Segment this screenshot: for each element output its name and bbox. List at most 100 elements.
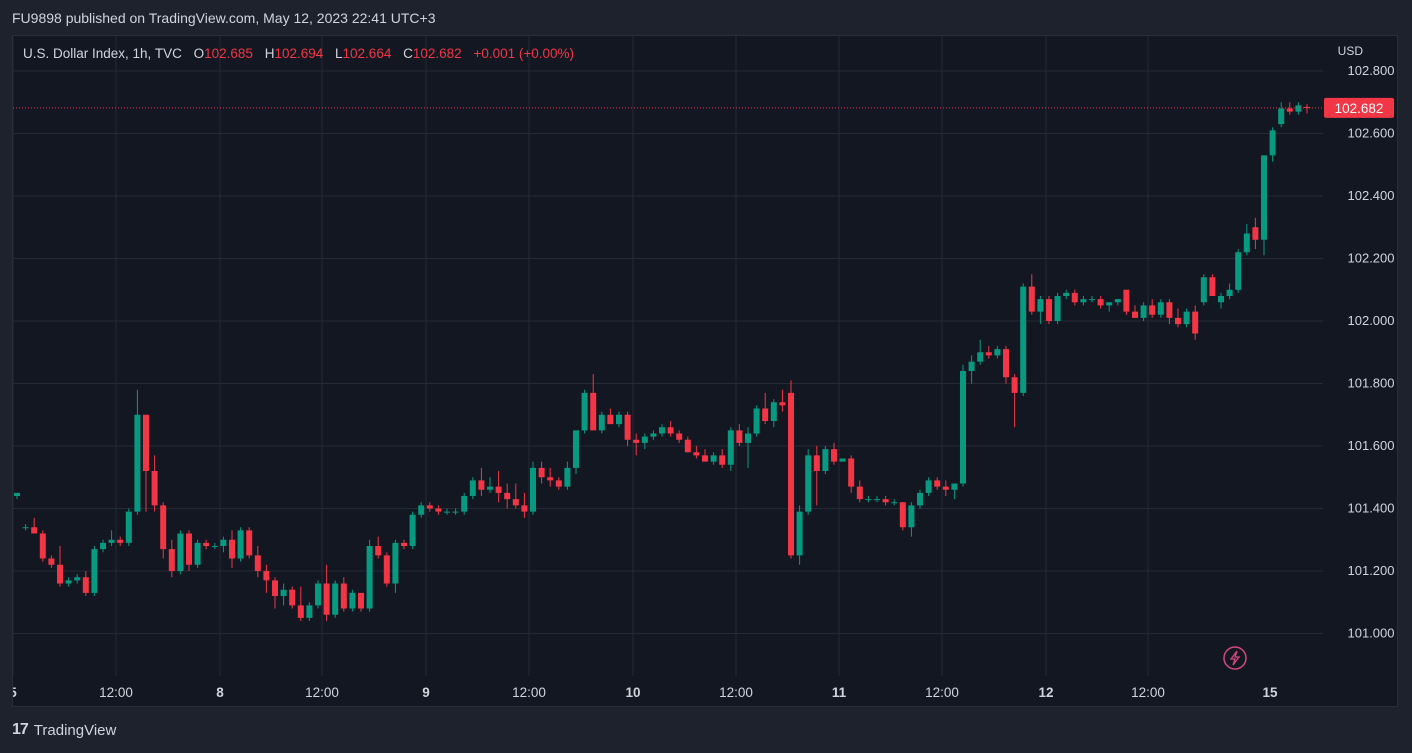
candle-body <box>1183 311 1190 325</box>
candle-body <box>1080 299 1087 303</box>
candle <box>211 542 218 550</box>
candle-body <box>770 402 777 421</box>
candle-body <box>74 577 81 581</box>
chart-panel[interactable]: 102.800 102.600 102.400 102.200 102.000 101.8… <box>12 35 1398 707</box>
candle-body <box>684 439 691 453</box>
candle-body <box>641 436 648 443</box>
candle <box>426 502 433 512</box>
candle <box>151 455 158 512</box>
candle <box>1089 296 1095 303</box>
flash-icon[interactable] <box>1223 646 1247 670</box>
price-chart[interactable]: 102.800 102.600 102.400 102.200 102.000 101.8… <box>13 36 1398 707</box>
candle-body <box>186 533 192 565</box>
candle-body <box>160 505 167 550</box>
footer-brand[interactable]: TradingView <box>33 721 117 739</box>
candle-body <box>968 361 975 371</box>
axis-layer: 102.800 102.600 102.400 102.200 102.000 101.8… <box>13 63 1395 700</box>
candle <box>1020 283 1027 396</box>
x-tick-label: 5 <box>13 685 17 700</box>
candle-body <box>1175 317 1181 325</box>
candle <box>865 496 872 503</box>
candle-body <box>220 539 227 546</box>
y-tick-label: 102.800 <box>1348 63 1395 78</box>
low-label: L <box>335 46 343 61</box>
candle-body <box>349 592 356 609</box>
x-tick-label: 12:00 <box>719 685 753 700</box>
open-value: 102.685 <box>204 46 253 61</box>
candle-body <box>1149 305 1156 315</box>
candle-body <box>788 392 794 556</box>
candle-body <box>1200 277 1207 303</box>
last-price-badge <box>1324 97 1394 118</box>
candle <box>1218 292 1224 309</box>
candle <box>280 583 287 606</box>
candle <box>994 346 1001 359</box>
candle <box>297 586 304 621</box>
candle-body <box>1243 233 1250 253</box>
candle-body <box>942 486 949 490</box>
y-tick-label: 101.600 <box>1348 438 1395 453</box>
candle <box>727 427 734 471</box>
candle-body <box>650 433 657 437</box>
candle <box>65 577 72 587</box>
candle-body <box>1123 289 1130 312</box>
x-tick-label: 12:00 <box>925 685 959 700</box>
candle-body <box>1114 299 1121 303</box>
candle <box>1140 302 1147 321</box>
candle-body <box>426 505 433 509</box>
candle-body <box>633 439 640 443</box>
candle <box>375 536 382 559</box>
low-value: 102.664 <box>342 46 392 61</box>
candle <box>306 602 313 621</box>
open-label: O <box>193 46 205 61</box>
candle <box>564 461 571 490</box>
candle <box>74 574 81 584</box>
candle <box>91 546 98 596</box>
candle <box>650 430 657 440</box>
candle-body <box>667 427 674 434</box>
candle <box>203 539 210 550</box>
candle-body <box>48 558 55 565</box>
symbol-legend: U.S. Dollar Index, 1h, TVC O102.685 H102… <box>23 46 574 61</box>
candle-body <box>676 433 683 440</box>
candle-body <box>530 467 536 512</box>
candle-body <box>134 414 141 512</box>
candle <box>1046 296 1052 325</box>
candles-layer <box>14 102 1310 621</box>
tradingview-logo-icon[interactable]: 17 <box>12 721 29 738</box>
candle-body <box>1252 227 1259 240</box>
candle-body <box>22 527 29 529</box>
x-tick-label: 15 <box>1262 685 1278 700</box>
candle-body <box>340 583 347 609</box>
candle <box>693 446 700 459</box>
candle-body <box>1089 299 1095 301</box>
candle <box>194 539 201 568</box>
candle-body <box>1046 299 1052 321</box>
candle <box>684 436 691 453</box>
candle <box>117 536 124 546</box>
candle-body <box>590 392 597 431</box>
candle <box>1175 308 1181 328</box>
candle <box>1269 127 1276 162</box>
candle <box>934 477 941 490</box>
candle-body <box>487 486 493 490</box>
y-tick-label: 101.400 <box>1348 501 1395 516</box>
candle <box>409 511 416 550</box>
candle-body <box>925 480 932 493</box>
candle-body <box>14 492 20 496</box>
candle <box>57 546 63 587</box>
candle-body <box>65 580 72 584</box>
candle-body <box>383 555 390 584</box>
candle <box>1063 289 1070 300</box>
candle-body <box>1054 296 1061 321</box>
candle-body <box>762 408 769 421</box>
candle-body <box>977 352 984 362</box>
candle-body <box>1037 299 1044 312</box>
x-tick-label: 12:00 <box>99 685 133 700</box>
candle-body <box>358 592 364 609</box>
candle <box>392 539 399 593</box>
candle <box>272 577 278 609</box>
candle <box>461 492 468 515</box>
candle <box>745 427 751 468</box>
candle <box>590 374 597 431</box>
